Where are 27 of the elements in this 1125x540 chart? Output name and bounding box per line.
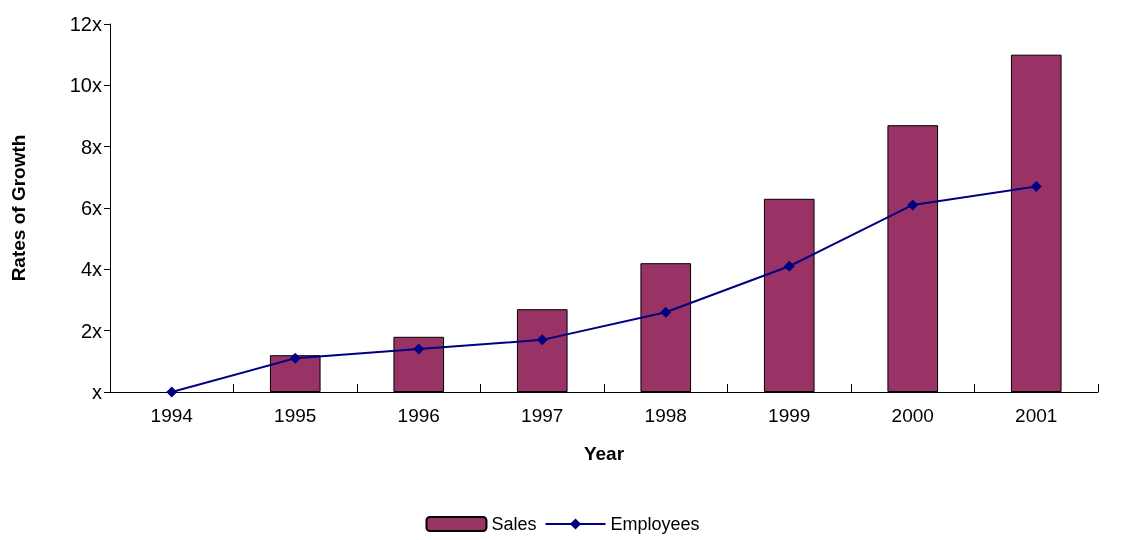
x-tick-label: 1995	[274, 405, 317, 426]
point	[166, 386, 178, 398]
legend-label: Employees	[610, 514, 700, 534]
point	[783, 260, 795, 272]
legend-label: Sales	[491, 514, 537, 534]
y-tick-label: 6x	[80, 197, 102, 219]
point	[413, 343, 425, 355]
point	[660, 306, 672, 318]
y-tick-label: 4x	[80, 258, 102, 281]
y-tick-label: 12x	[69, 13, 102, 35]
point	[289, 352, 301, 364]
x-tick-label: 1999	[768, 405, 811, 426]
x-tick-label: 1997	[521, 405, 564, 426]
x-tick-label: 1994	[150, 405, 194, 426]
x-tick-label: 1998	[644, 405, 687, 426]
point	[907, 199, 919, 211]
y-tick-label: 10x	[69, 74, 102, 97]
y-tick-label: 8x	[80, 135, 102, 158]
x-tick-label: 2000	[891, 405, 934, 426]
x-tick-label: 2001	[1015, 405, 1058, 426]
y-axis-title: Rates of Growth	[8, 134, 29, 282]
x-tick-label: 1996	[397, 405, 440, 426]
point	[1030, 181, 1042, 193]
x-axis-title: Year	[583, 443, 625, 464]
point	[536, 334, 548, 346]
y-tick-label: 2x	[80, 319, 102, 342]
y-tick-label: x	[92, 381, 102, 403]
